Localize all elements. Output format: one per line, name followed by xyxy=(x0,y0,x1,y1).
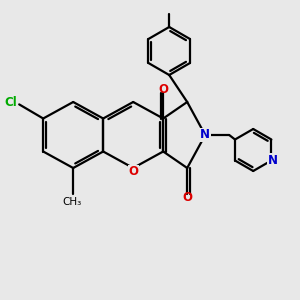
Text: O: O xyxy=(128,165,138,178)
Text: N: N xyxy=(200,128,210,142)
Text: N: N xyxy=(268,154,278,167)
Text: CH₃: CH₃ xyxy=(62,197,81,207)
Text: Cl: Cl xyxy=(4,96,17,110)
Text: O: O xyxy=(158,82,168,96)
Text: O: O xyxy=(182,191,192,204)
